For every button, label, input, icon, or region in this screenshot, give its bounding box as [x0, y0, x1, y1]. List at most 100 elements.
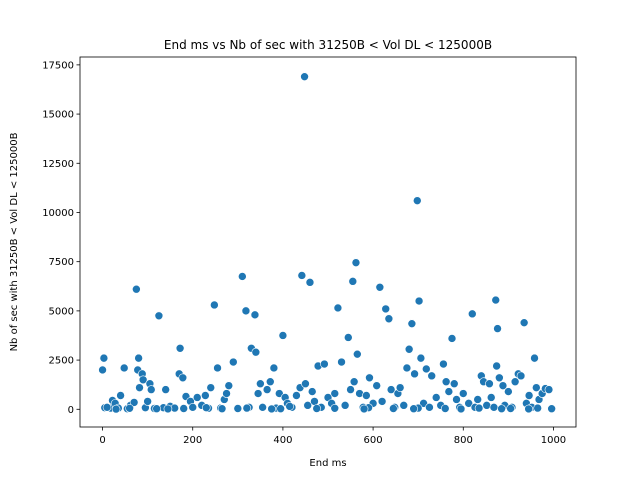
data-point-174: [163, 404, 173, 414]
data-point-43: [222, 389, 231, 398]
data-point-180: [456, 404, 466, 414]
data-point-40: [213, 363, 222, 373]
x-axis: 0 200 400 600 800 1000: [99, 427, 566, 446]
data-point-79: [330, 389, 340, 398]
data-point-148: [524, 391, 534, 400]
data-point-68: [300, 72, 309, 81]
data-point-19: [143, 397, 152, 406]
y-tick-label-12500: 12500: [42, 159, 74, 170]
data-point-136: [492, 361, 501, 371]
data-point-61: [278, 331, 288, 340]
data-point-110: [416, 353, 426, 363]
data-point-181: [497, 404, 506, 414]
data-point-58: [269, 363, 279, 373]
data-point-159: [152, 404, 161, 414]
x-tick-label-200: 200: [183, 435, 202, 446]
data-point-83: [343, 333, 353, 342]
x-tick-label-600: 600: [364, 435, 383, 446]
data-point-170: [474, 403, 484, 413]
data-point-115: [431, 393, 441, 402]
data-point-155: [544, 385, 554, 394]
data-point-137: [493, 324, 502, 333]
data-point-52: [251, 347, 261, 357]
data-point-33: [188, 403, 198, 412]
y-tick-label-5000: 5000: [49, 306, 74, 317]
data-point-99: [386, 385, 396, 394]
data-point-23: [154, 311, 164, 321]
data-point-156: [547, 404, 556, 414]
y-axis-label: Nb of sec with 31250B < Vol DL < 125000B: [9, 132, 20, 351]
data-point-143: [510, 377, 520, 387]
y-tick-label-10000: 10000: [42, 208, 74, 219]
data-point-172: [533, 403, 542, 413]
data-point-126: [467, 309, 477, 319]
data-point-162: [242, 403, 252, 413]
data-point-54: [256, 379, 265, 389]
x-tick-label-1000: 1000: [541, 435, 566, 446]
data-point-103: [399, 401, 409, 410]
data-point-122: [452, 395, 461, 404]
data-point-8: [119, 363, 129, 373]
data-point-179: [409, 404, 418, 414]
data-point-158: [125, 403, 134, 413]
data-point-164: [285, 402, 294, 411]
y-tick-label-0: 0: [68, 405, 74, 416]
data-point-146: [519, 318, 529, 327]
data-point-134: [489, 403, 499, 412]
data-point-177: [312, 404, 322, 413]
data-point-36: [201, 391, 210, 400]
data-point-72: [307, 387, 317, 396]
data-point-161: [201, 403, 211, 413]
data-point-106: [407, 319, 417, 328]
data-point-145: [516, 371, 526, 381]
data-point-98: [384, 314, 394, 324]
data-point-104: [402, 363, 412, 373]
data-point-95: [375, 282, 385, 292]
y-axis: 0 2500 5000 7500 10000 12500 15000 17500: [42, 60, 80, 416]
data-point-138: [495, 373, 504, 383]
data-point-157: [102, 403, 112, 412]
data-point-167: [389, 404, 398, 413]
x-tick-label-400: 400: [273, 435, 292, 446]
data-point-173: [111, 404, 121, 414]
data-point-60: [274, 389, 284, 398]
y-tick-label-7500: 7500: [49, 257, 74, 268]
data-point-118: [441, 377, 451, 387]
chart-title: End ms vs Nb of sec with 31250B < Vol DL…: [164, 38, 492, 52]
data-point-151: [532, 383, 541, 392]
data-points: [98, 72, 556, 414]
data-point-88: [353, 349, 362, 359]
x-tick-label-0: 0: [99, 435, 105, 446]
x-tick-label-800: 800: [454, 435, 473, 446]
data-point-120: [447, 334, 457, 343]
data-point-85: [348, 277, 358, 286]
data-point-117: [439, 359, 448, 369]
data-point-128: [473, 395, 483, 404]
data-point-178: [359, 404, 369, 414]
data-point-105: [404, 344, 414, 354]
data-point-55: [258, 403, 267, 412]
data-point-25: [161, 385, 170, 394]
x-axis-label: End ms: [309, 458, 346, 469]
data-point-76: [320, 359, 329, 369]
data-point-125: [464, 399, 473, 408]
data-point-46: [233, 404, 243, 413]
data-point-14: [134, 353, 143, 363]
data-point-135: [491, 295, 501, 305]
data-point-12: [132, 284, 141, 294]
data-point-45: [229, 357, 238, 367]
y-tick-label-17500: 17500: [42, 60, 74, 71]
data-point-17: [138, 375, 148, 385]
data-point-160: [179, 404, 189, 413]
data-point-57: [265, 377, 275, 387]
data-point-107: [410, 369, 419, 379]
data-point-15: [135, 383, 144, 392]
data-point-112: [421, 364, 431, 374]
data-point-150: [530, 353, 539, 363]
data-point-73: [310, 397, 319, 406]
data-point-69: [301, 379, 310, 389]
data-point-0: [98, 365, 107, 375]
data-point-92: [365, 373, 374, 383]
data-point-48: [241, 306, 251, 316]
data-point-84: [346, 385, 355, 394]
